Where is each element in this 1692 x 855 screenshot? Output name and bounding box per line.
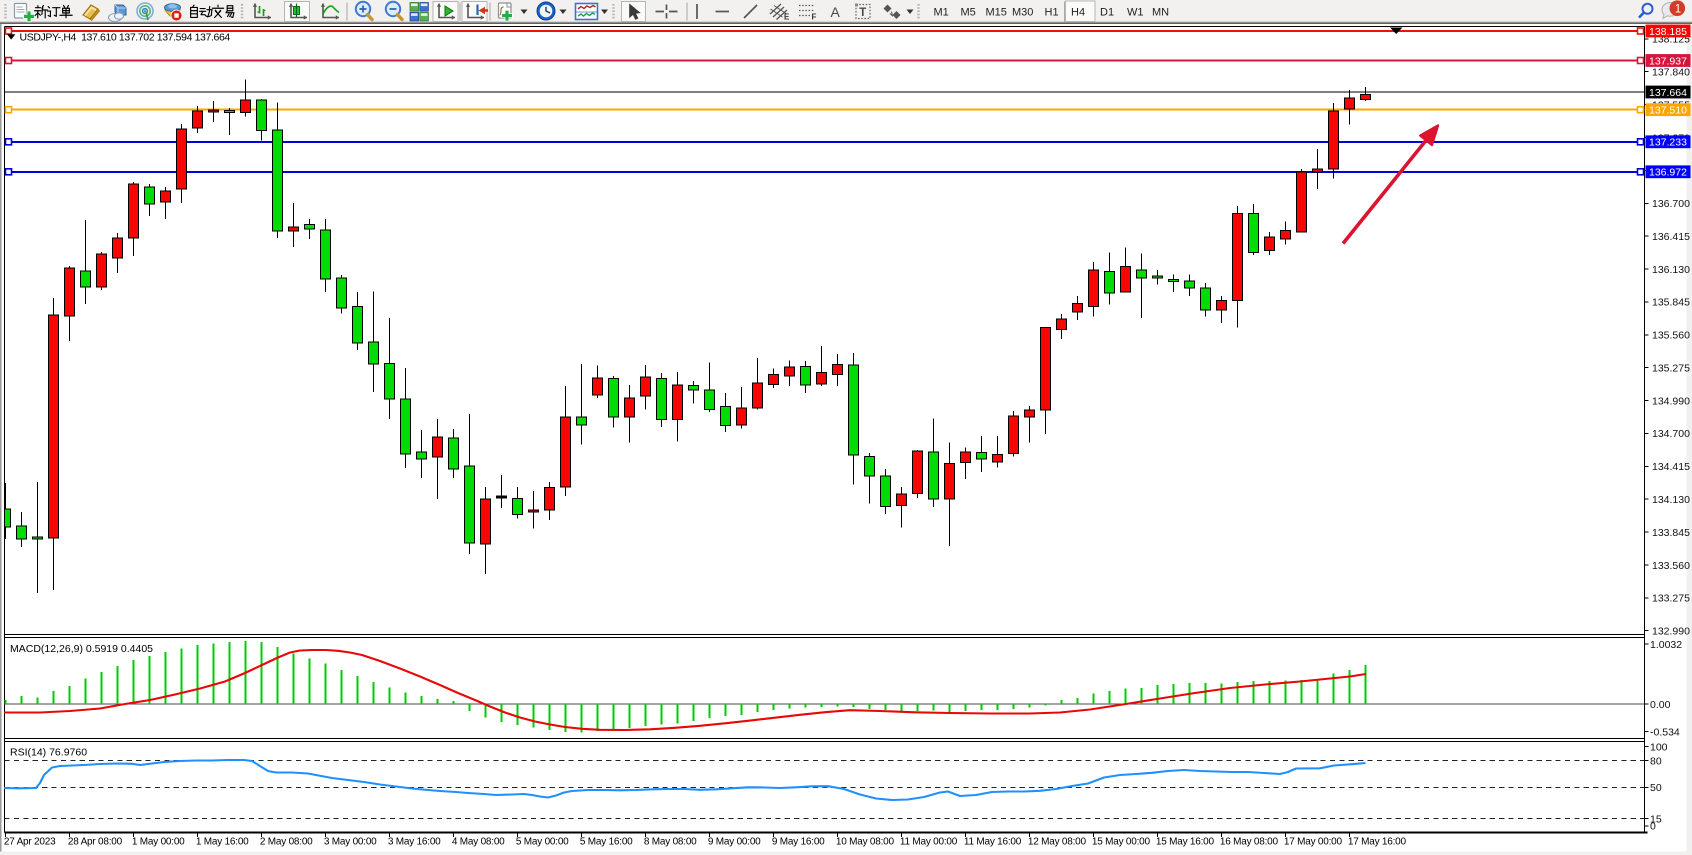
svg-text:4 May 08:00: 4 May 08:00 — [452, 837, 505, 848]
svg-text:H4: H4 — [1071, 7, 1085, 19]
svg-text:137.937: 137.937 — [1649, 55, 1687, 67]
svg-text:133.275: 133.275 — [1652, 593, 1690, 605]
svg-text:5 May 00:00: 5 May 00:00 — [516, 837, 569, 848]
svg-text:5 May 16:00: 5 May 16:00 — [580, 837, 633, 848]
svg-text:15: 15 — [1650, 813, 1662, 825]
svg-text:RSI(14) 76.9760: RSI(14) 76.9760 — [10, 747, 87, 759]
svg-text:M30: M30 — [1012, 7, 1033, 19]
svg-text:17 May 00:00: 17 May 00:00 — [1284, 837, 1343, 848]
svg-text:80: 80 — [1650, 755, 1662, 767]
svg-text:12 May 08:00: 12 May 08:00 — [1028, 837, 1087, 848]
svg-text:USDJPY-,H4 137.610 137.702 13: USDJPY-,H4 137.610 137.702 137.594 137.6… — [20, 31, 231, 43]
svg-text:136.972: 136.972 — [1649, 167, 1687, 179]
svg-text:50: 50 — [1650, 782, 1662, 794]
svg-text:1 May 16:00: 1 May 16:00 — [196, 837, 249, 848]
svg-text:138.185: 138.185 — [1649, 26, 1687, 38]
svg-text:1.0032: 1.0032 — [1650, 639, 1682, 651]
svg-text:E: E — [784, 13, 790, 22]
svg-text:134.130: 134.130 — [1652, 494, 1690, 506]
svg-text:134.990: 134.990 — [1652, 395, 1690, 407]
svg-text:15 May 16:00: 15 May 16:00 — [1156, 837, 1215, 848]
svg-text:H1: H1 — [1045, 7, 1059, 19]
svg-text:136.130: 136.130 — [1652, 264, 1690, 276]
svg-text:137.233: 137.233 — [1649, 137, 1687, 149]
svg-text:MN: MN — [1152, 7, 1169, 19]
svg-text:16 May 08:00: 16 May 08:00 — [1220, 837, 1279, 848]
svg-text:10 May 08:00: 10 May 08:00 — [836, 837, 895, 848]
svg-text:D1: D1 — [1100, 7, 1114, 19]
svg-text:A: A — [831, 4, 841, 20]
svg-text:11 May 00:00: 11 May 00:00 — [900, 837, 958, 848]
svg-text:15 May 00:00: 15 May 00:00 — [1092, 837, 1151, 848]
svg-text:27 Apr 2023: 27 Apr 2023 — [4, 837, 56, 848]
svg-text:136.415: 136.415 — [1652, 231, 1690, 243]
svg-text:M1: M1 — [934, 7, 949, 19]
svg-text:3 May 16:00: 3 May 16:00 — [388, 837, 441, 848]
svg-text:17 May 16:00: 17 May 16:00 — [1348, 837, 1407, 848]
svg-text:M15: M15 — [986, 7, 1007, 19]
svg-text:1 May 00:00: 1 May 00:00 — [132, 837, 185, 848]
svg-text:135.275: 135.275 — [1652, 363, 1690, 375]
svg-text:M5: M5 — [961, 7, 976, 19]
svg-text:MACD(12,26,9) 0.5919 0.4405: MACD(12,26,9) 0.5919 0.4405 — [10, 643, 153, 655]
svg-text:2 May 08:00: 2 May 08:00 — [260, 837, 313, 848]
svg-text:133.845: 133.845 — [1652, 527, 1690, 539]
svg-text:132.990: 132.990 — [1652, 626, 1690, 638]
svg-text:9 May 16:00: 9 May 16:00 — [772, 837, 825, 848]
svg-text:W1: W1 — [1127, 7, 1144, 19]
svg-text:28 Apr 08:00: 28 Apr 08:00 — [68, 837, 123, 848]
svg-text:8 May 08:00: 8 May 08:00 — [644, 837, 697, 848]
svg-text:137.840: 137.840 — [1652, 67, 1690, 79]
svg-text:137.510: 137.510 — [1649, 105, 1687, 117]
svg-text:100: 100 — [1650, 741, 1668, 753]
svg-text:134.415: 134.415 — [1652, 461, 1690, 473]
svg-text:F: F — [812, 13, 817, 22]
svg-text:135.560: 135.560 — [1652, 330, 1690, 342]
svg-text:0: 0 — [1650, 821, 1656, 833]
svg-text:134.700: 134.700 — [1652, 428, 1690, 440]
svg-text:9 May 00:00: 9 May 00:00 — [708, 837, 761, 848]
svg-text:T: T — [859, 7, 866, 19]
svg-text:3 May 00:00: 3 May 00:00 — [324, 837, 377, 848]
svg-text:-0.534: -0.534 — [1650, 726, 1680, 738]
svg-text:11 May 16:00: 11 May 16:00 — [964, 837, 1022, 848]
svg-text:137.664: 137.664 — [1649, 87, 1687, 99]
svg-text:1: 1 — [1675, 3, 1681, 15]
svg-text:136.700: 136.700 — [1652, 198, 1690, 210]
svg-text:135.845: 135.845 — [1652, 297, 1690, 309]
svg-text:133.560: 133.560 — [1652, 560, 1690, 572]
svg-text:0.00: 0.00 — [1650, 699, 1671, 711]
